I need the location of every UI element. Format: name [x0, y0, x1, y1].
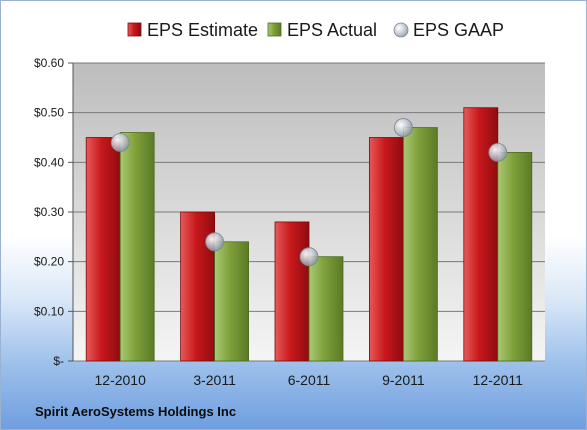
legend-eps-estimate-label: EPS Estimate	[147, 20, 258, 40]
bar-eps-estimate	[85, 137, 121, 362]
legend-eps-actual-swatch	[267, 22, 282, 37]
y-tick-label: $-	[53, 354, 64, 368]
y-tick-label: $0.10	[34, 304, 64, 318]
point-eps-gaap	[393, 118, 413, 137]
legend-eps-estimate-swatch	[127, 22, 142, 37]
x-category-label: 9-2011	[382, 372, 425, 388]
bar-eps-actual	[308, 256, 344, 362]
y-tick-label: $0.50	[34, 106, 64, 120]
bar-eps-estimate	[368, 137, 404, 362]
x-category-label: 12-2010	[95, 372, 147, 388]
y-tick-label: $0.30	[34, 205, 64, 219]
bar-eps-estimate	[274, 221, 310, 362]
bar-eps-actual	[214, 241, 250, 362]
legend-eps-actual-label: EPS Actual	[287, 20, 377, 40]
point-eps-gaap	[299, 247, 319, 267]
bar-eps-actual	[119, 132, 155, 362]
legend-eps-gaap-swatch	[393, 22, 409, 38]
point-eps-gaap	[488, 142, 508, 162]
legend-eps-gaap-label: EPS GAAP	[413, 20, 504, 40]
bar-eps-actual	[402, 127, 438, 362]
company-name: Spirit AeroSystems Holdings Inc	[35, 404, 237, 419]
x-category-label: 6-2011	[288, 372, 331, 388]
y-tick-label: $0.60	[34, 56, 64, 70]
x-category-label: 3-2011	[193, 372, 236, 388]
y-tick-label: $0.20	[34, 255, 64, 269]
point-eps-gaap	[205, 232, 225, 252]
y-tick-label: $0.40	[34, 155, 64, 169]
x-category-label: 12-2011	[473, 372, 524, 388]
point-eps-gaap	[110, 133, 130, 152]
bar-eps-actual	[497, 151, 533, 362]
